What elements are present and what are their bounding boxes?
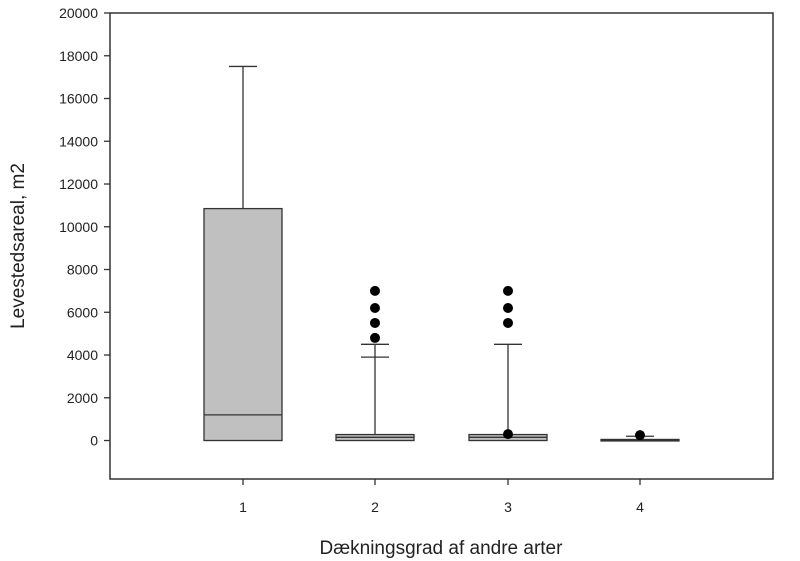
x-tick-label: 1	[239, 499, 247, 515]
x-tick-label: 2	[371, 499, 379, 515]
x-tick-label: 3	[504, 499, 512, 515]
plot-area-frame	[109, 12, 774, 480]
outlier-point	[635, 430, 645, 441]
y-tick-label: 18000	[59, 48, 98, 64]
y-tick-label: 20000	[59, 5, 98, 21]
box-group-4	[600, 430, 680, 442]
outlier-point	[503, 302, 513, 313]
box-group-2	[335, 285, 415, 442]
y-tick-label: 4000	[67, 347, 98, 363]
y-tick-label: 8000	[67, 262, 98, 278]
box-group-3	[468, 285, 548, 442]
outlier-point	[503, 285, 513, 296]
x-tick-label: 4	[636, 499, 644, 515]
outlier-point	[370, 302, 380, 313]
y-tick-label: 0	[90, 433, 98, 449]
outlier-point	[370, 317, 380, 328]
x-axis-title: Dækningsgrad af andre arter	[320, 538, 564, 559]
y-axis: 0 2000 4000 6000 8000 10000 12000 14000 16000 180…	[59, 5, 110, 449]
y-tick-label: 12000	[59, 176, 98, 192]
y-tick-label: 16000	[59, 91, 98, 107]
outlier-point	[370, 332, 380, 343]
y-axis-title: Levestedsareal, m2	[8, 163, 29, 329]
y-tick-label: 6000	[67, 304, 98, 320]
outlier-point	[370, 285, 380, 296]
box-group-1	[203, 65, 283, 442]
outlier-point	[503, 429, 513, 440]
x-axis: 1 2 3 4	[239, 479, 644, 515]
box-series	[203, 65, 680, 442]
y-tick-label: 14000	[59, 133, 98, 149]
y-tick-label: 2000	[67, 390, 98, 406]
box-iqr	[203, 207, 283, 442]
outlier-point	[503, 317, 513, 328]
y-tick-label: 10000	[59, 219, 98, 235]
